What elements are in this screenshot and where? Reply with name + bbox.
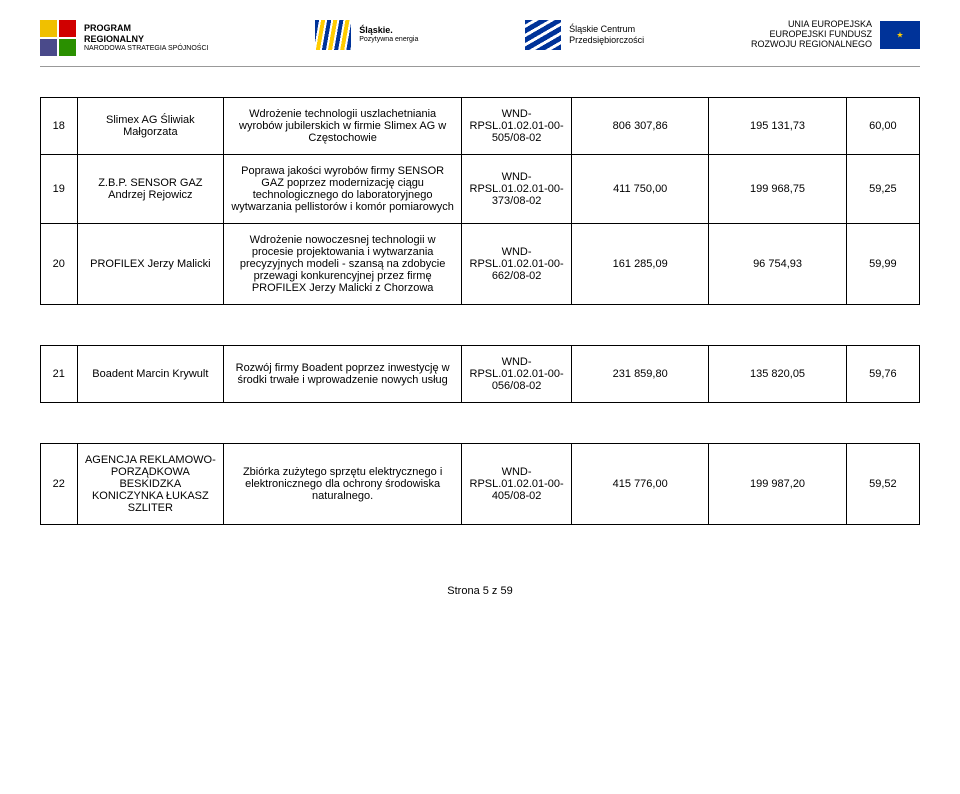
eu-flag-icon bbox=[880, 21, 920, 49]
cell-beneficiary: PROFILEX Jerzy Malicki bbox=[77, 224, 223, 305]
cell-amount1: 415 776,00 bbox=[572, 444, 709, 525]
cell-beneficiary: AGENCJA REKLAMOWO-PORZĄDKOWA BESKIDZKA K… bbox=[77, 444, 223, 525]
cell-score: 59,76 bbox=[846, 346, 919, 403]
cell-description: Wdrożenie nowoczesnej technologii w proc… bbox=[224, 224, 462, 305]
cell-beneficiary: Slimex AG Śliwiak Małgorzata bbox=[77, 98, 223, 155]
data-table-1: 18 Slimex AG Śliwiak Małgorzata Wdrożeni… bbox=[40, 97, 920, 305]
cell-code: WND-RPSL.01.02.01-00-405/08-02 bbox=[462, 444, 572, 525]
cell-score: 60,00 bbox=[846, 98, 919, 155]
table-row: 18 Slimex AG Śliwiak Małgorzata Wdrożeni… bbox=[41, 98, 920, 155]
cell-beneficiary: Z.B.P. SENSOR GAZ Andrzej Rejowicz bbox=[77, 155, 223, 224]
scp-text: Śląskie Centrum Przedsiębiorczości bbox=[569, 24, 644, 46]
header-logos: PROGRAM REGIONALNY NARODOWA STRATEGIA SP… bbox=[40, 20, 920, 67]
cell-code: WND-RPSL.01.02.01-00-505/08-02 bbox=[462, 98, 572, 155]
slaskie-text: Śląskie. Pozytywna energia bbox=[359, 25, 418, 44]
table-row: 22 AGENCJA REKLAMOWO-PORZĄDKOWA BESKIDZK… bbox=[41, 444, 920, 525]
program-text: PROGRAM REGIONALNY NARODOWA STRATEGIA SP… bbox=[84, 23, 208, 53]
cell-number: 21 bbox=[41, 346, 78, 403]
cell-number: 22 bbox=[41, 444, 78, 525]
eu-text: UNIA EUROPEJSKA EUROPEJSKI FUNDUSZ ROZWO… bbox=[751, 20, 872, 50]
cell-code: WND-RPSL.01.02.01-00-056/08-02 bbox=[462, 346, 572, 403]
cell-number: 18 bbox=[41, 98, 78, 155]
cell-score: 59,25 bbox=[846, 155, 919, 224]
cell-score: 59,52 bbox=[846, 444, 919, 525]
cell-amount2: 96 754,93 bbox=[709, 224, 846, 305]
cell-amount2: 199 968,75 bbox=[709, 155, 846, 224]
logo-eu: UNIA EUROPEJSKA EUROPEJSKI FUNDUSZ ROZWO… bbox=[751, 20, 920, 50]
data-table-3: 22 AGENCJA REKLAMOWO-PORZĄDKOWA BESKIDZK… bbox=[40, 443, 920, 525]
logo-slaskie: Śląskie. Pozytywna energia bbox=[315, 20, 418, 50]
cell-description: Rozwój firmy Boadent poprzez inwestycję … bbox=[224, 346, 462, 403]
cell-amount1: 411 750,00 bbox=[572, 155, 709, 224]
data-table-2: 21 Boadent Marcin Krywult Rozwój firmy B… bbox=[40, 345, 920, 403]
cell-amount1: 231 859,80 bbox=[572, 346, 709, 403]
cell-number: 19 bbox=[41, 155, 78, 224]
cell-beneficiary: Boadent Marcin Krywult bbox=[77, 346, 223, 403]
cell-code: WND-RPSL.01.02.01-00-373/08-02 bbox=[462, 155, 572, 224]
logo-scp: Śląskie Centrum Przedsiębiorczości bbox=[525, 20, 644, 50]
slaskie-icon bbox=[315, 20, 351, 50]
cell-description: Zbiórka zużytego sprzętu elektrycznego i… bbox=[224, 444, 462, 525]
cell-amount2: 199 987,20 bbox=[709, 444, 846, 525]
table-row: 19 Z.B.P. SENSOR GAZ Andrzej Rejowicz Po… bbox=[41, 155, 920, 224]
cell-amount1: 806 307,86 bbox=[572, 98, 709, 155]
cell-description: Poprawa jakości wyrobów firmy SENSOR GAZ… bbox=[224, 155, 462, 224]
cell-description: Wdrożenie technologii uszlachetniania wy… bbox=[224, 98, 462, 155]
cell-score: 59,99 bbox=[846, 224, 919, 305]
cell-amount2: 135 820,05 bbox=[709, 346, 846, 403]
logo-program-regionalny: PROGRAM REGIONALNY NARODOWA STRATEGIA SP… bbox=[40, 20, 208, 56]
cell-number: 20 bbox=[41, 224, 78, 305]
page-footer: Strona 5 z 59 bbox=[40, 585, 920, 597]
program-icon bbox=[40, 20, 76, 56]
scp-icon bbox=[525, 20, 561, 50]
table-row: 21 Boadent Marcin Krywult Rozwój firmy B… bbox=[41, 346, 920, 403]
table-row: 20 PROFILEX Jerzy Malicki Wdrożenie nowo… bbox=[41, 224, 920, 305]
cell-code: WND-RPSL.01.02.01-00-662/08-02 bbox=[462, 224, 572, 305]
cell-amount1: 161 285,09 bbox=[572, 224, 709, 305]
cell-amount2: 195 131,73 bbox=[709, 98, 846, 155]
